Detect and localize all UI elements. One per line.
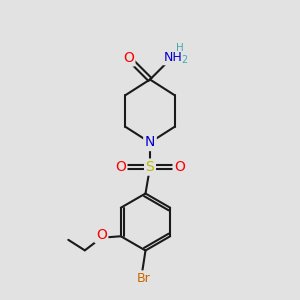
Text: N: N	[145, 136, 155, 149]
Text: NH: NH	[164, 51, 182, 64]
Text: O: O	[123, 51, 134, 65]
Text: 2: 2	[182, 55, 188, 65]
Text: O: O	[174, 160, 185, 174]
Text: O: O	[96, 228, 107, 242]
Text: O: O	[115, 160, 126, 174]
Text: H: H	[176, 43, 184, 53]
Text: S: S	[146, 160, 154, 174]
Text: Br: Br	[137, 272, 151, 285]
